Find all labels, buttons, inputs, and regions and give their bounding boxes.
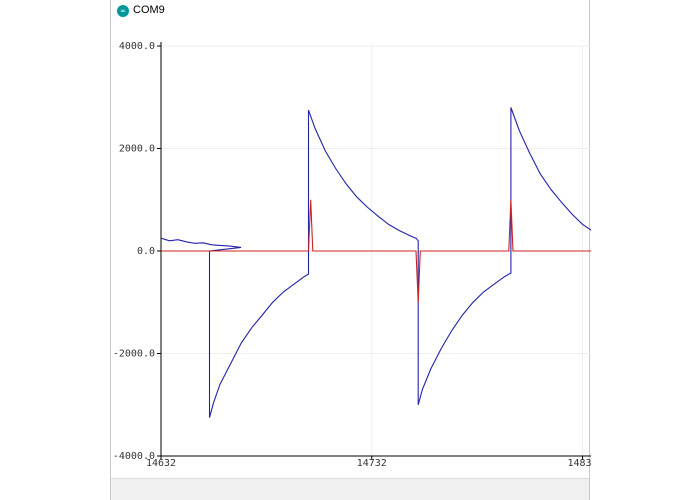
x-tick-label: 14632	[146, 458, 176, 469]
arduino-icon: ∞	[117, 5, 129, 17]
y-tick-label: 2000.0	[119, 144, 155, 155]
x-tick-label: 14832	[568, 458, 591, 469]
y-tick-label: -2000.0	[113, 349, 155, 360]
series-line-2	[161, 199, 591, 303]
series-lines	[161, 107, 591, 418]
y-tick-label: 0.0	[137, 246, 155, 257]
y-tick-label: 4000.0	[119, 41, 155, 52]
status-bar	[111, 478, 589, 500]
window-title: COM9	[133, 4, 165, 16]
title-bar[interactable]: ∞ COM9	[111, 0, 589, 22]
axes	[157, 42, 591, 460]
x-tick-label: 14732	[357, 458, 387, 469]
series-line-1	[161, 107, 591, 418]
y-tick-label: -4000.0	[113, 451, 155, 462]
serial-plotter-window: ∞ COM9 4000.0 2000.0 0.0 -2000.0 -4000.0 1463…	[110, 0, 591, 500]
